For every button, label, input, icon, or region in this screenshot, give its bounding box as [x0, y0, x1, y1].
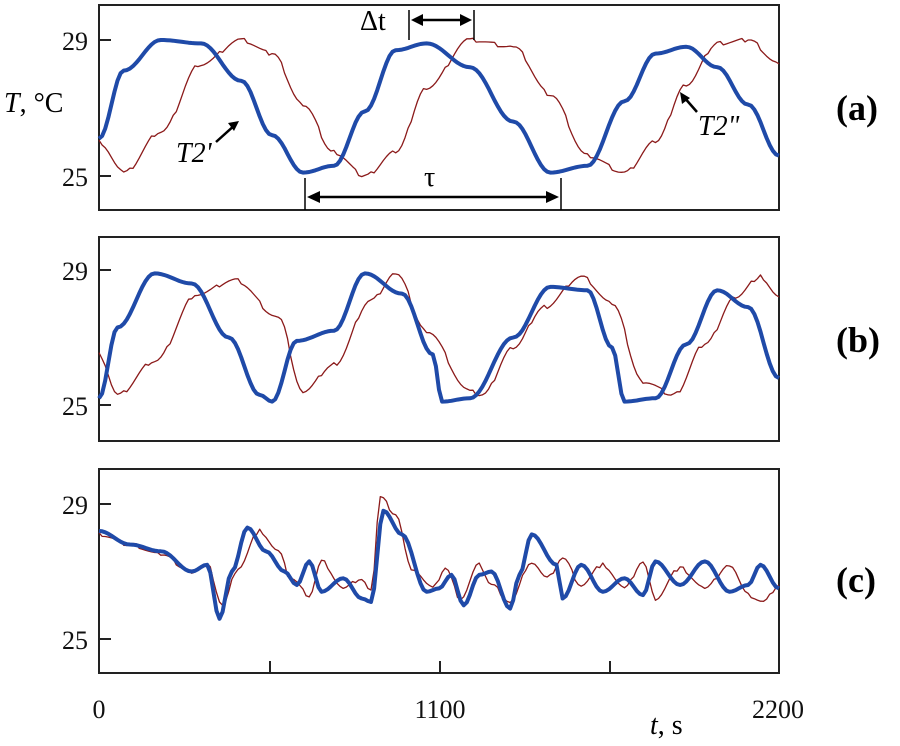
panel-a-ytick-label-25: 25 [62, 163, 88, 192]
delta-t-arrowhead-right [460, 14, 472, 26]
panel-a-series-t2-double-prime [98, 37, 780, 178]
x-axis-label: t, s [650, 710, 683, 741]
label-t2-prime: T2' [176, 138, 213, 169]
panel-b-series-t2-double-prime [98, 273, 780, 397]
panel-a-frame [98, 4, 780, 211]
panel-b-ytick-label-29: 29 [62, 257, 88, 286]
pointer-t2-double-prime-head [680, 92, 690, 104]
panel-b-ytick-label-25: 25 [62, 392, 88, 421]
panel-c-ytick-label-29: 29 [62, 491, 88, 520]
xtick-label-1100: 1100 [414, 695, 465, 724]
xtick-label-2200: 2200 [752, 695, 804, 724]
label-t2-double-prime: T2" [698, 111, 740, 142]
y-axis-label: T, °C [4, 88, 63, 119]
panel-a-ytick-label-29: 29 [62, 27, 88, 56]
tau-arrowhead-right [546, 191, 559, 203]
panel-c-ytick-label-25: 25 [62, 626, 88, 655]
panel-b-series-t2-prime [97, 271, 780, 404]
delta-t-label: Δt [360, 6, 386, 37]
tau-arrowhead-left [307, 191, 320, 203]
panel-label-a: (a) [836, 88, 878, 128]
panel-a-series-t2-prime [97, 38, 780, 175]
panel-label-c: (c) [836, 560, 876, 600]
tau-label: τ [424, 162, 435, 193]
panel-label-b: (b) [836, 320, 880, 360]
xtick-label-0: 0 [93, 695, 106, 724]
panel-b-frame [98, 236, 780, 442]
panel-c-series-t2-prime [98, 508, 780, 621]
pointer-t2-prime-head [228, 121, 239, 131]
delta-t-arrowhead-left [411, 14, 423, 26]
